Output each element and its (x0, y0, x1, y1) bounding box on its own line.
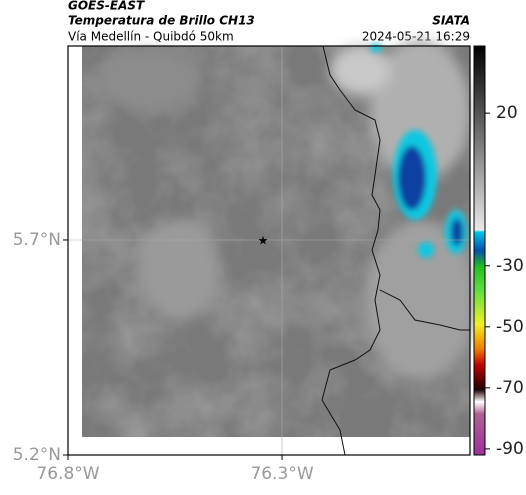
bright-clouds (100, 40, 475, 380)
colorbar-tick-label: -90 (496, 439, 524, 459)
colorbar-tick-label: -50 (496, 317, 524, 337)
timestamp: 2024-05-21 16:29 (362, 30, 470, 44)
product: Temperatura de Brillo CH13 (68, 14, 255, 28)
x-tick-label: 76.8°W (36, 464, 99, 484)
cold-tops (370, 44, 467, 258)
y-tick-label: 5.2°N (13, 445, 61, 465)
x-tick-label: 76.3°W (250, 464, 313, 484)
y-tick-label: 5.7°N (13, 230, 61, 250)
colorbar-tick-label: -30 (496, 256, 524, 276)
subtitle: Vía Medellín - Quibdó 50km (68, 30, 234, 44)
location-star: ★ (258, 234, 269, 248)
boundaries (321, 45, 470, 456)
title: GOES-EAST (68, 0, 145, 13)
source: SIATA (432, 14, 470, 28)
map-frame (67, 45, 471, 456)
imagery: ★ (67, 40, 475, 456)
colorbar (473, 45, 486, 456)
colorbar-tick-label: -70 (496, 378, 524, 398)
colorbar-tick-label: 20 (496, 103, 518, 123)
